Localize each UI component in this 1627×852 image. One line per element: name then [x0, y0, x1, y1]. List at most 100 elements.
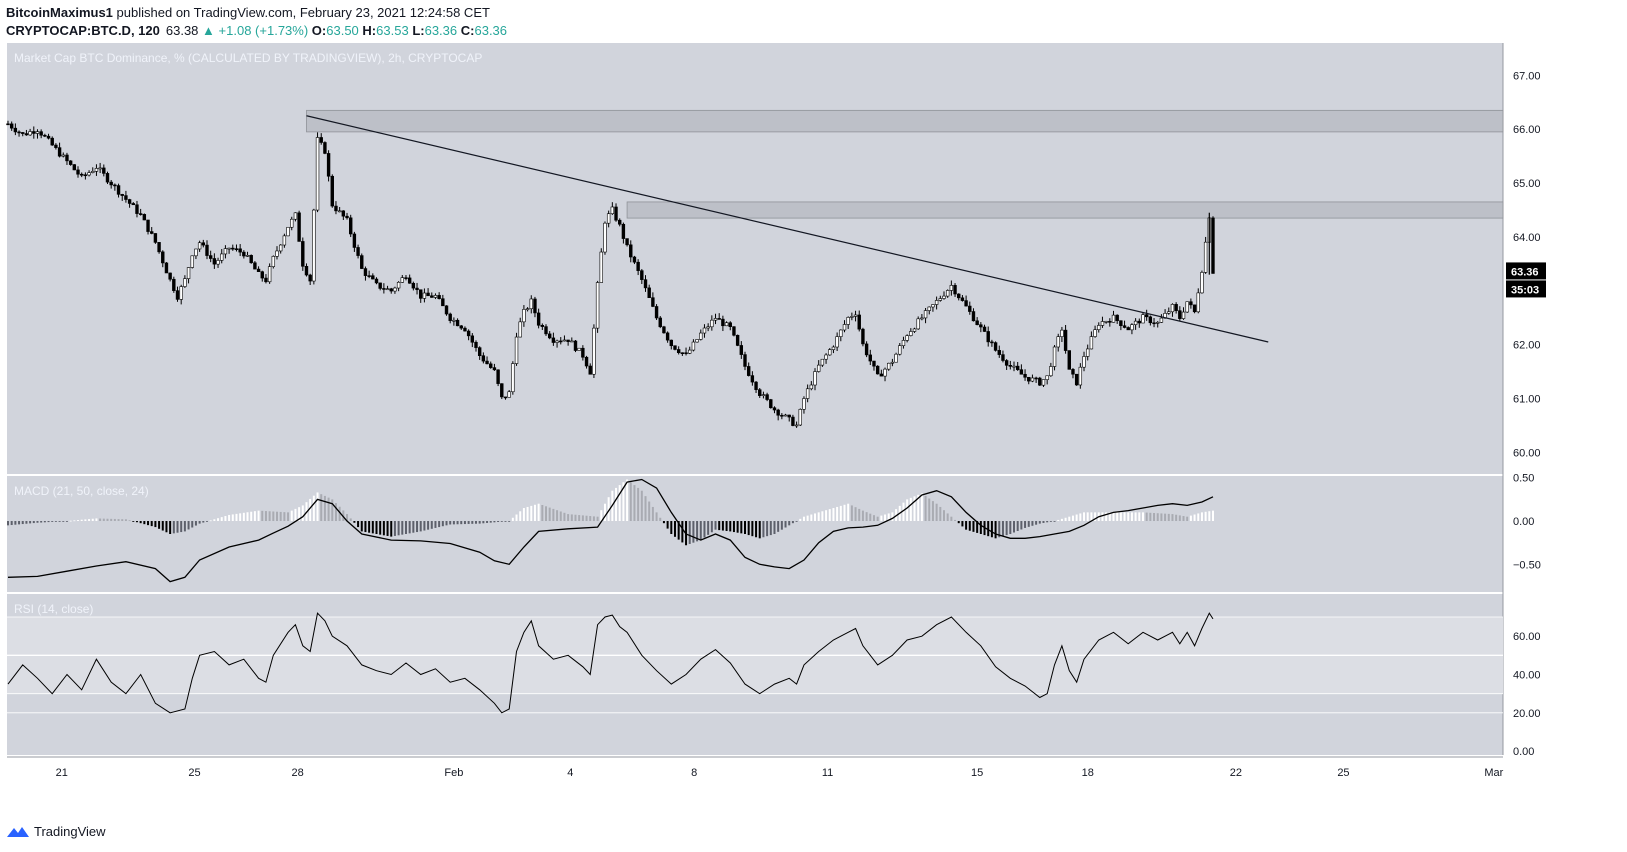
candle-body: [113, 184, 117, 187]
trendline[interactable]: [306, 115, 1269, 343]
candle-body: [772, 407, 777, 411]
macd-histogram-bar: [290, 510, 293, 522]
macd-histogram-bar: [113, 518, 116, 522]
candle-body: [175, 290, 180, 300]
price-pane-background[interactable]: [7, 43, 1503, 474]
symbol-label[interactable]: CRYPTOCAP:BTC.D, 120: [6, 23, 160, 38]
macd-histogram-bar: [762, 521, 765, 538]
macd-histogram-bar: [264, 511, 267, 522]
macd-histogram-bar: [95, 518, 98, 522]
macd-histogram-bar: [40, 521, 43, 523]
macd-histogram-bar: [172, 521, 175, 534]
candle-body: [776, 409, 780, 416]
macd-histogram-bar: [209, 520, 212, 522]
candle-body: [76, 169, 80, 175]
candle-body: [197, 242, 202, 250]
candle-body: [691, 341, 696, 351]
candle-body: [555, 340, 559, 343]
open-label: O:: [311, 23, 327, 38]
macd-histogram-bar: [714, 521, 717, 530]
macd-histogram-bar: [423, 521, 426, 531]
macd-pane-background[interactable]: [7, 476, 1503, 592]
macd-histogram-bar: [18, 521, 21, 525]
macd-line[interactable]: [7, 478, 1214, 583]
candle-body: [949, 285, 954, 291]
rsi-line[interactable]: [7, 612, 1214, 714]
macd-histogram-bar: [316, 492, 319, 522]
macd-histogram-bar: [1090, 512, 1093, 522]
candle-body: [183, 278, 187, 287]
macd-histogram-bar: [651, 506, 654, 522]
candle-body: [798, 409, 802, 426]
candle-body: [1027, 376, 1031, 382]
candle-body: [422, 292, 427, 299]
macd-histogram-bar: [1038, 521, 1041, 524]
candle-body: [1170, 304, 1175, 313]
candle-body: [912, 328, 917, 332]
macd-histogram-bar: [25, 521, 28, 524]
price-axis[interactable]: [1503, 43, 1563, 755]
candle-body: [960, 297, 965, 301]
macd-histogram-bar: [486, 521, 489, 523]
x-tick-label: 11: [822, 767, 833, 779]
macd-histogram-bar: [707, 521, 710, 535]
last-value: 63.38: [165, 23, 199, 38]
resistance-zone[interactable]: [626, 201, 1504, 219]
macd-histogram-bar: [1005, 521, 1008, 536]
macd-histogram-bar: [563, 512, 566, 522]
candle-body: [857, 314, 861, 330]
macd-histogram-bar: [401, 521, 404, 535]
macd-histogram-bar: [655, 512, 658, 522]
candle-body: [1196, 292, 1200, 313]
candle-body: [315, 137, 320, 211]
candle-body: [794, 424, 799, 427]
candle-body: [433, 295, 438, 298]
macd-histogram-bar: [788, 521, 791, 526]
candle-body: [360, 255, 364, 269]
y-tick-label: 40.00: [1513, 670, 1541, 682]
author-name[interactable]: BitcoinMaximus1: [6, 5, 113, 20]
macd-histogram-bar: [438, 521, 441, 528]
macd-histogram-bar: [404, 521, 407, 534]
macd-histogram-bar: [902, 502, 905, 522]
candle-body: [142, 214, 147, 221]
macd-histogram-bar: [482, 521, 485, 524]
macd-histogram-bar: [1046, 521, 1049, 523]
candle-body: [98, 167, 102, 170]
macd-histogram-bar: [135, 521, 138, 523]
macd-histogram-bar: [729, 521, 732, 532]
candle-body: [1001, 354, 1005, 361]
candle-body: [1038, 377, 1042, 386]
macd-histogram-bar: [1130, 512, 1133, 522]
macd-histogram-bar: [183, 521, 186, 532]
candle-body: [61, 154, 65, 157]
candle-body: [577, 347, 581, 351]
candle-body: [426, 292, 430, 297]
candle-body: [124, 195, 128, 200]
macd-histogram-bar: [276, 511, 279, 522]
macd-histogram-bar: [884, 514, 887, 522]
resistance-zone[interactable]: [306, 109, 1504, 133]
macd-histogram-bar: [670, 521, 673, 534]
macd-histogram-bar: [865, 512, 868, 522]
macd-histogram-bar: [460, 521, 463, 525]
candle-body: [212, 258, 217, 265]
candle-body: [1019, 369, 1024, 375]
macd-histogram-bar: [1009, 521, 1012, 534]
macd-histogram-bar: [769, 521, 772, 536]
candle-body: [1181, 311, 1186, 319]
candle-body: [923, 310, 928, 319]
macd-histogram-bar: [1160, 513, 1163, 522]
macd-histogram-bar: [784, 521, 787, 528]
brand-name[interactable]: TradingView: [34, 824, 106, 839]
candle-body: [1200, 272, 1204, 294]
macd-histogram-bar: [117, 519, 120, 522]
candle-body: [231, 247, 235, 250]
candle-body: [632, 256, 637, 263]
candle-body: [975, 320, 979, 326]
candle-body: [500, 383, 504, 398]
ohlc-line: CRYPTOCAP:BTC.D, 120 63.38 ▲ +1.08 (+1.73…: [6, 22, 507, 40]
macd-histogram-bar: [1079, 513, 1082, 522]
macd-histogram-bar: [261, 510, 264, 522]
